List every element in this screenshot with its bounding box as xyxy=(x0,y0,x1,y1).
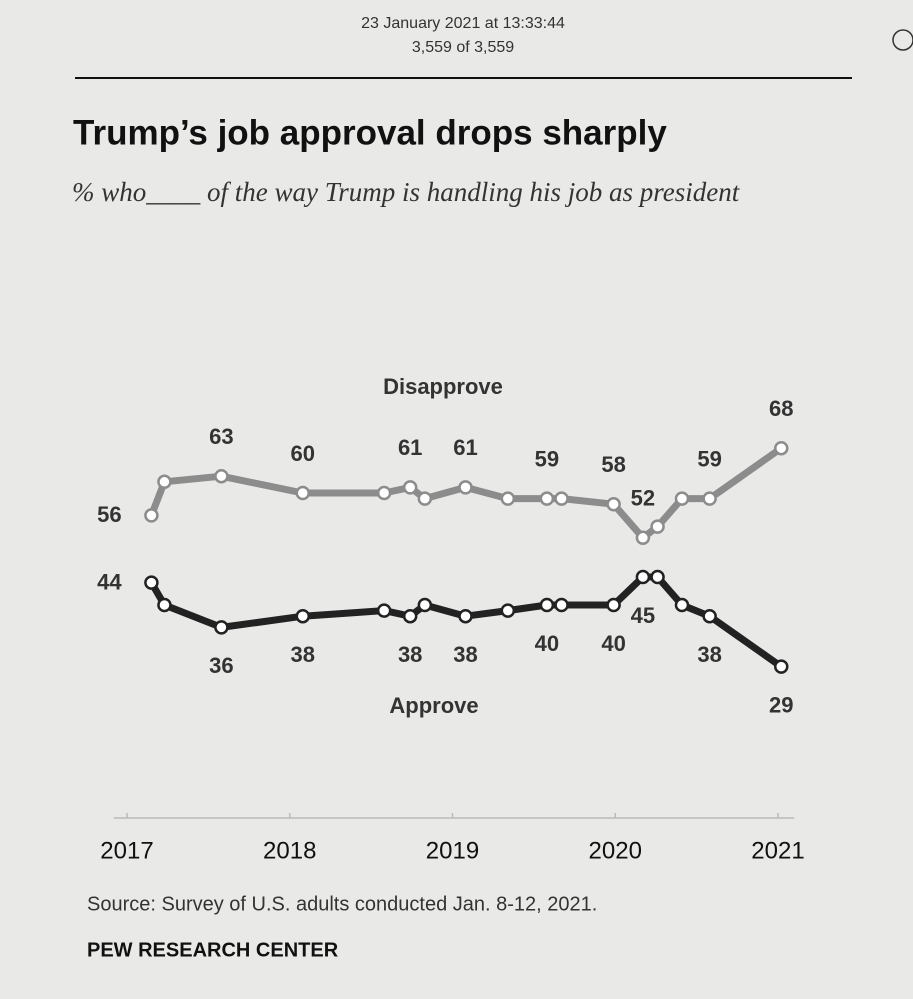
credit: PEW RESEARCH CENTER xyxy=(87,939,339,961)
data-label: 40 xyxy=(535,631,559,656)
point xyxy=(295,608,311,624)
point xyxy=(702,608,717,624)
subtitle-box: % who____ of the way Trump is handling h… xyxy=(72,177,740,207)
point xyxy=(650,519,665,534)
x-tick-label: 2018 xyxy=(263,837,316,864)
point xyxy=(606,597,621,613)
point xyxy=(417,491,433,506)
point xyxy=(539,597,555,613)
data-label: 40 xyxy=(601,631,625,656)
data-label: 45 xyxy=(631,603,655,628)
point xyxy=(650,569,665,585)
data-label: 61 xyxy=(453,435,477,460)
point xyxy=(144,508,159,523)
series-label: Disapprove xyxy=(383,374,503,399)
data-label: 61 xyxy=(398,435,422,460)
point xyxy=(774,659,789,674)
data-label: 59 xyxy=(697,446,721,471)
point xyxy=(554,491,569,506)
point xyxy=(144,575,159,590)
point xyxy=(774,440,789,456)
point xyxy=(539,491,555,506)
point xyxy=(674,491,690,506)
data-label: 68 xyxy=(769,396,793,421)
data-label: 44 xyxy=(97,569,122,594)
point xyxy=(674,597,690,613)
point xyxy=(500,491,516,506)
subtitle: % who____ of the way Trump is handling h… xyxy=(72,177,740,207)
point xyxy=(157,597,172,613)
count: 3,559 of 3,559 xyxy=(412,39,514,56)
point xyxy=(500,603,516,618)
point xyxy=(458,608,473,624)
data-label: 38 xyxy=(291,642,315,667)
point xyxy=(157,474,172,490)
point xyxy=(635,569,651,585)
data-label: 36 xyxy=(209,653,233,678)
data-label: 38 xyxy=(697,642,721,667)
info-icon[interactable] xyxy=(892,29,913,51)
source: Source: Survey of U.S. adults conducted … xyxy=(87,893,597,915)
x-tick-label: 2021 xyxy=(751,837,804,864)
data-label: 38 xyxy=(453,642,477,667)
point xyxy=(606,496,621,512)
data-label: 58 xyxy=(601,452,625,477)
point xyxy=(702,491,717,506)
x-tick-label: 2019 xyxy=(426,837,479,864)
point xyxy=(295,485,311,501)
data-label: 59 xyxy=(535,446,559,471)
point xyxy=(214,468,229,484)
point xyxy=(635,530,651,546)
point xyxy=(376,485,392,501)
x-tick-label: 2020 xyxy=(589,837,642,864)
data-label: 63 xyxy=(209,424,233,449)
point xyxy=(376,603,392,618)
x-tick-label: 2017 xyxy=(100,837,153,864)
point xyxy=(402,608,418,624)
chart-title: Trump’s job approval drops sharply xyxy=(73,113,667,152)
point xyxy=(554,597,569,613)
data-label: 52 xyxy=(631,486,655,511)
point xyxy=(458,480,473,495)
series-label: Approve xyxy=(389,693,478,718)
point xyxy=(214,620,229,635)
data-label: 38 xyxy=(398,642,422,667)
timestamp: 23 January 2021 at 13:33:44 xyxy=(361,15,565,32)
point xyxy=(402,480,418,495)
data-label: 29 xyxy=(769,692,793,717)
data-label: 60 xyxy=(291,441,315,466)
data-label: 56 xyxy=(97,502,121,527)
point xyxy=(417,597,433,613)
